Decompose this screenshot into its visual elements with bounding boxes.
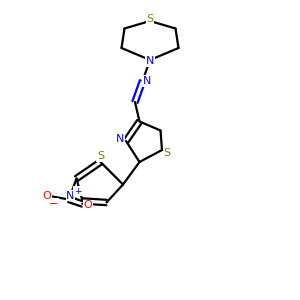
Text: N: N [66,191,75,201]
Text: S: S [146,14,154,25]
Text: S: S [164,148,171,158]
Text: −: − [49,199,59,209]
Text: N: N [116,134,124,145]
Text: O: O [43,191,52,201]
Text: +: + [74,187,81,196]
Text: S: S [97,151,104,161]
Text: N: N [146,56,154,67]
Text: N: N [142,76,151,86]
Text: O: O [83,200,92,211]
